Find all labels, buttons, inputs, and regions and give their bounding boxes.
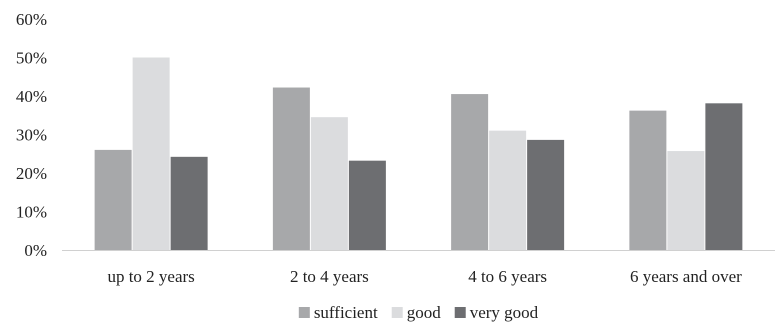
bar-sufficient-3 [629, 110, 667, 250]
legend-swatch-good [391, 307, 403, 318]
bar-good-0 [132, 57, 170, 250]
y-tick-label: 60% [16, 10, 47, 29]
legend-label-good: good [407, 303, 442, 322]
y-tick-label: 20% [16, 164, 47, 183]
bar-very-good-0 [170, 156, 208, 250]
legend-label-very-good: very good [470, 303, 539, 322]
legend-swatch-very-good [454, 307, 466, 318]
x-category-label: 4 to 6 years [468, 267, 547, 286]
bar-good-1 [310, 117, 348, 250]
x-category-label: 6 years and over [630, 267, 742, 286]
category-labels: up to 2 years 2 to 4 years 4 to 6 years 6 y… [107, 267, 742, 286]
legend: sufficient good very good [298, 303, 539, 322]
legend-label-sufficient: sufficient [314, 303, 378, 322]
bar-very-good-2 [527, 139, 565, 250]
legend-swatch-sufficient [298, 307, 310, 318]
bar-very-good-1 [348, 160, 386, 250]
y-tick-label: 50% [16, 49, 47, 68]
y-tick-label: 10% [16, 203, 47, 222]
x-category-label: up to 2 years [107, 267, 194, 286]
bars [94, 57, 743, 250]
y-tick-label: 30% [16, 126, 47, 145]
x-category-label: 2 to 4 years [290, 267, 369, 286]
y-axis-tick-labels: 0% 10% 20% 30% 40% 50% 60% [16, 10, 47, 260]
bar-good-2 [489, 130, 527, 250]
bar-sufficient-1 [272, 87, 310, 250]
bar-very-good-3 [705, 103, 743, 250]
bar-good-3 [667, 151, 705, 250]
y-tick-label: 40% [16, 87, 47, 106]
bar-sufficient-0 [94, 149, 132, 250]
y-tick-label: 0% [24, 241, 47, 260]
bar-sufficient-2 [451, 94, 489, 250]
